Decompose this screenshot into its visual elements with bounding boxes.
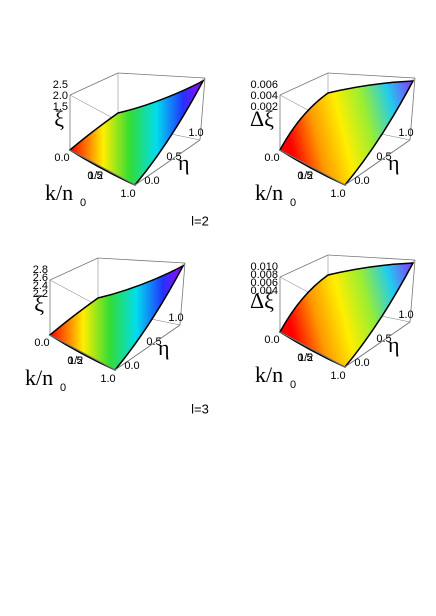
x-axis-label-sup: 1/2 — [68, 355, 83, 367]
z-tick-label: 2.6 — [33, 272, 48, 284]
y-tick-label: 1.0 — [168, 312, 183, 324]
box-edge — [97, 257, 186, 264]
x-tick-label: 0.5 — [297, 352, 312, 364]
z-axis-label: Δξ — [250, 106, 274, 131]
z-tick-label: 0.004 — [250, 90, 278, 102]
y-tick-label: 0.0 — [354, 175, 369, 187]
z-tick-label: 2.8 — [33, 264, 48, 276]
y-tick-label: 1.0 — [398, 309, 413, 321]
x-axis-label-sup: 1/2 — [298, 352, 313, 364]
x-axis-label: k/n — [255, 362, 283, 387]
z-tick-label: 0.004 — [250, 285, 278, 297]
y-axis-label: η — [178, 150, 190, 175]
z-tick-label: 0.006 — [250, 277, 278, 289]
box-edge — [409, 259, 416, 323]
surface — [279, 262, 415, 368]
x-axis-label-sub: 0 — [290, 197, 296, 209]
box-edge — [409, 77, 416, 141]
x-tick-label: 1.0 — [100, 373, 115, 385]
x-axis-label-sub: 0 — [290, 379, 296, 391]
box-edge — [69, 72, 119, 96]
surface — [68, 79, 205, 186]
x-axis-label-sup: 1/2 — [88, 170, 103, 182]
box-edge — [344, 139, 411, 186]
z-tick-label: 2.5 — [53, 79, 68, 91]
box-edge — [279, 331, 346, 368]
x-tick-label: 0.5 — [67, 355, 82, 367]
box-edge — [69, 149, 136, 186]
x-tick-label: 0.0 — [264, 334, 279, 346]
x-axis-label: k/n — [255, 180, 283, 205]
surface — [279, 80, 415, 186]
y-tick-label: 1.0 — [188, 127, 203, 139]
z-tick-label: 0.002 — [250, 101, 278, 113]
box-edge — [114, 324, 181, 371]
surface — [48, 264, 185, 371]
y-axis-label: η — [158, 335, 170, 360]
x-axis-label-sub: 0 — [60, 382, 66, 394]
box-edge — [327, 254, 416, 261]
z-tick-label: 1.5 — [53, 101, 68, 113]
z-axis-label: Δξ — [250, 288, 274, 313]
y-tick-label: 0.5 — [376, 151, 391, 163]
y-tick-label: 0.5 — [166, 151, 181, 163]
y-tick-label: 0.5 — [146, 336, 161, 348]
z-tick-label: 2.0 — [53, 90, 68, 102]
box-edge — [49, 334, 116, 371]
caption: l=3 — [191, 401, 209, 416]
box-edge — [344, 321, 411, 368]
x-axis-label: k/n — [25, 365, 53, 390]
z-tick-label: 0.008 — [250, 269, 278, 281]
y-tick-label: 0.0 — [354, 357, 369, 369]
box-edge — [49, 257, 99, 281]
box-edge — [199, 77, 206, 141]
x-axis-label: k/n — [45, 180, 73, 205]
box-edge — [179, 262, 186, 326]
box-edge — [279, 72, 329, 96]
z-tick-label: 2.2 — [33, 288, 48, 300]
y-tick-label: 1.0 — [398, 127, 413, 139]
y-tick-label: 0.0 — [124, 360, 139, 372]
x-axis-label-sub: 0 — [80, 197, 86, 209]
x-tick-label: 0.0 — [264, 152, 279, 164]
z-tick-label: 0.006 — [250, 79, 278, 91]
box-edge — [279, 254, 329, 278]
surface-plot: ξ 2.52.01.5 0.0 0.5 1.0 0.0 0.5 1.0 η k/n 0 1/2 — [45, 72, 206, 209]
caption: l=2 — [191, 213, 209, 228]
y-axis-label: η — [388, 332, 400, 357]
x-tick-label: 0.5 — [297, 170, 312, 182]
y-tick-label: 0.5 — [376, 333, 391, 345]
x-tick-label: 1.0 — [120, 188, 135, 200]
z-axis-label: ξ — [34, 291, 44, 316]
y-axis-label: η — [388, 150, 400, 175]
x-axis-label-sup: 1/2 — [298, 170, 313, 182]
z-axis-label: ξ — [54, 106, 64, 131]
surface-plot: ξ 2.82.62.42.2 0.0 0.5 1.0 0.0 0.5 1.0 η k/n 0 1/2 — [25, 257, 186, 394]
box-edge — [279, 149, 346, 186]
box-edge — [134, 139, 201, 186]
z-tick-label: 2.4 — [33, 280, 48, 292]
x-tick-label: 0.0 — [54, 152, 69, 164]
x-tick-label: 1.0 — [330, 188, 345, 200]
x-tick-label: 0.5 — [87, 170, 102, 182]
box-edge — [327, 72, 416, 79]
x-tick-label: 1.0 — [330, 370, 345, 382]
y-tick-label: 0.0 — [144, 175, 159, 187]
box-edge — [117, 72, 206, 79]
z-tick-label: 0.010 — [250, 261, 278, 273]
x-tick-label: 0.0 — [34, 337, 49, 349]
